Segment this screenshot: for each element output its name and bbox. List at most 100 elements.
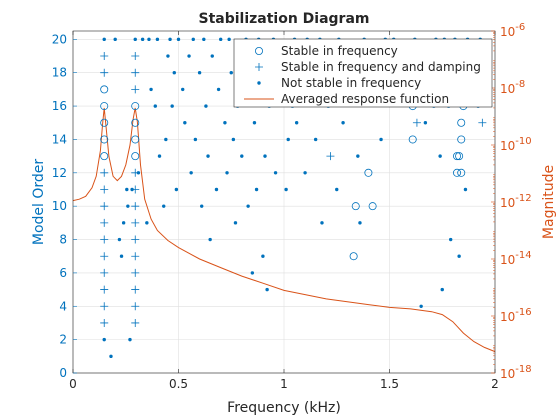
stable-frequency-marker: [408, 135, 417, 144]
y-tick-label: 10: [52, 199, 67, 213]
not-stable-marker: [448, 237, 453, 242]
response-curve-layer: [72, 107, 496, 353]
stable-frequency-marker: [131, 102, 140, 111]
not-stable-marker: [320, 221, 324, 225]
stable-frequency-damping-marker: [326, 152, 335, 161]
stable-frequency-marker: [453, 152, 462, 161]
stable-frequency-marker: [100, 152, 109, 161]
not-stable-marker: [183, 121, 187, 125]
not-stable-marker: [257, 81, 261, 85]
not-stable-marker: [162, 204, 166, 208]
y-tick-label: 6: [59, 266, 67, 280]
not-stable-marker: [229, 71, 233, 75]
y-axis-label: Model Order: [31, 159, 47, 246]
not-stable-marker: [130, 187, 134, 192]
stable-frequency-damping-marker: [478, 118, 487, 127]
not-stable-marker: [128, 337, 132, 342]
not-stable-marker: [121, 221, 126, 225]
not-stable-marker: [172, 71, 176, 75]
stable-frequency-marker: [364, 168, 373, 177]
not-stable-marker: [170, 104, 174, 108]
right-tick-label: 10-16: [500, 307, 532, 324]
y-tick-label: 12: [52, 166, 67, 180]
stable-frequency-damping-marker: [131, 268, 140, 277]
right-tick-label: 10-18: [500, 364, 532, 381]
not-stable-marker: [136, 171, 141, 175]
not-stable-marker: [102, 37, 106, 42]
not-stable-marker: [204, 104, 208, 108]
x-tick-label: 1.5: [380, 377, 399, 391]
legend-entry-label: Averaged response function: [281, 92, 449, 106]
legend-box: [233, 38, 493, 108]
not-stable-marker: [286, 137, 290, 142]
not-stable-marker: [202, 37, 206, 42]
not-stable-marker: [379, 137, 383, 142]
right-tick-label: 10-12: [500, 193, 532, 210]
not-stable-marker: [166, 54, 170, 58]
stable-frequency-damping-marker: [131, 85, 140, 94]
not-stable-marker: [176, 37, 181, 42]
not-stable-marker: [126, 204, 130, 208]
not-stable-marker: [200, 204, 204, 208]
right-tick-label: 10-6: [500, 22, 525, 39]
stable-frequency-marker: [457, 168, 466, 177]
y-tick-label: 14: [52, 132, 67, 146]
not-stable-marker: [250, 271, 255, 275]
stable-frequency-damping-marker: [255, 63, 263, 71]
stable-frequency-damping-marker: [131, 252, 140, 261]
not-stable-marker: [313, 137, 318, 142]
not-stable-marker: [423, 121, 428, 125]
not-stable-marker: [164, 137, 168, 142]
right-tick-label: 10-10: [500, 136, 532, 153]
not-stable-marker: [463, 187, 468, 192]
y-tick-label: 2: [59, 333, 67, 347]
y-tick-label: 8: [59, 233, 67, 247]
not-stable-marker: [335, 187, 339, 192]
stable-frequency-damping-marker: [100, 185, 109, 194]
x-tick-label: 1: [280, 377, 288, 391]
stable-frequency-damping-marker: [412, 118, 421, 127]
right-tick-label: 10-8: [500, 79, 525, 96]
not-stable-marker: [219, 37, 223, 42]
not-stable-marker: [284, 187, 288, 192]
not-stable-marker: [147, 37, 151, 42]
not-stable-marker: [252, 121, 257, 125]
stable-frequency-marker: [254, 47, 263, 56]
x-axis-ticks: 0 0.5 1 1.5 2: [69, 31, 499, 391]
x-axis-label: Frequency (kHz): [227, 400, 341, 416]
not-stable-marker: [273, 171, 278, 175]
right-axis-ticks: 10-6 10-8 10-10 10-12 10-14 10-16 10-18: [491, 22, 532, 381]
averaged-response-curve: [72, 107, 496, 353]
not-stable-marker: [438, 154, 442, 158]
stable-frequency-marker: [457, 135, 466, 144]
stable-frequency-damping-marker: [131, 202, 140, 211]
y-tick-label: 0: [59, 366, 67, 380]
not-stable-marker: [174, 187, 179, 192]
not-stable-marker: [145, 221, 149, 225]
stable-frequency-marker: [368, 202, 377, 211]
not-stable-marker: [240, 154, 244, 158]
not-stable-marker: [181, 87, 185, 92]
not-stable-marker: [125, 187, 129, 192]
stable-frequency-damping-marker: [131, 68, 140, 77]
not-stable-marker: [265, 287, 269, 292]
not-stable-marker: [117, 237, 122, 242]
x-tick-label: 0: [69, 377, 77, 391]
legend-entry-label: Stable in frequency and damping: [281, 60, 481, 74]
y-tick-label: 4: [59, 299, 67, 313]
not-stable-marker: [168, 37, 172, 42]
stable-frequency-damping-marker: [100, 302, 109, 311]
stable-frequency-marker: [100, 85, 109, 94]
stable-frequency-damping-marker: [100, 68, 109, 77]
right-tick-label: 10-14: [500, 250, 532, 267]
stable-frequency-marker: [131, 152, 140, 161]
stable-frequency-damping-marker: [100, 218, 109, 227]
y-tick-label: 20: [52, 32, 67, 46]
not-stable-marker: [153, 104, 157, 108]
not-stable-marker: [214, 187, 219, 192]
legend: Stable in frequency Stable in frequency a…: [233, 38, 493, 108]
x-tick-label: 2: [491, 377, 499, 391]
stable-frequency-damping-marker: [131, 318, 140, 327]
y-tick-label: 16: [52, 99, 67, 113]
